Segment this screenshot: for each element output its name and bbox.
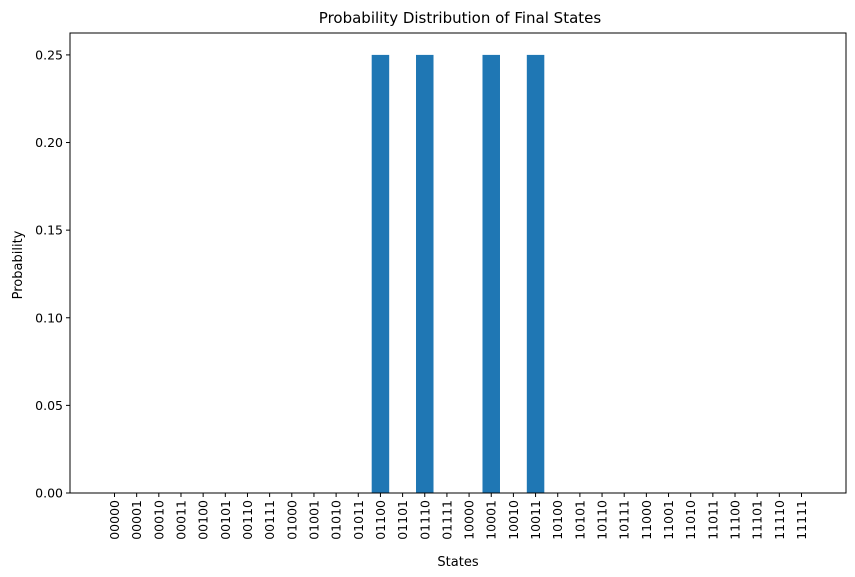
y-axis-title: Probability xyxy=(11,230,26,299)
x-tick-label-00011: 00011 xyxy=(173,500,188,540)
x-tick-label-11110: 11110 xyxy=(772,500,787,540)
x-tick-label-00101: 00101 xyxy=(218,500,233,540)
bar-10001 xyxy=(482,54,500,494)
x-tick-label-11101: 11101 xyxy=(750,500,765,540)
x-tick-label-01001: 01001 xyxy=(306,500,321,540)
x-axis-title: States xyxy=(437,555,478,570)
x-tick-label-10101: 10101 xyxy=(572,500,587,540)
x-tick-label-11011: 11011 xyxy=(705,500,720,540)
y-tick-label-0.00: 0.00 xyxy=(35,486,63,501)
y-tick-label-0.25: 0.25 xyxy=(35,47,63,62)
x-tick-label-10110: 10110 xyxy=(595,500,610,540)
y-axis: 0.00 0.05 0.10 0.15 0.20 0.25 xyxy=(35,47,70,501)
bar-10011 xyxy=(526,54,545,494)
x-tick-label-00100: 00100 xyxy=(196,500,211,540)
y-tick-label-0.15: 0.15 xyxy=(35,223,63,238)
x-tick-label-00010: 00010 xyxy=(151,500,166,540)
x-tick-label-10111: 10111 xyxy=(617,500,632,540)
x-tick-label-01101: 01101 xyxy=(395,500,410,540)
x-tick-label-01110: 01110 xyxy=(417,500,432,540)
chart-title: Probability Distribution of Final States xyxy=(319,9,602,27)
bars-group xyxy=(371,54,545,494)
x-tick-label-00110: 00110 xyxy=(240,500,255,540)
x-tick-label-11001: 11001 xyxy=(661,500,676,540)
x-tick-label-01111: 01111 xyxy=(439,500,454,540)
x-tick-label-01100: 01100 xyxy=(373,500,388,540)
x-tick-label-01011: 01011 xyxy=(351,500,366,540)
x-tick-label-00111: 00111 xyxy=(262,500,277,540)
x-tick-label-11100: 11100 xyxy=(728,500,743,540)
y-tick-label-0.05: 0.05 xyxy=(35,398,63,413)
x-tick-label-01000: 01000 xyxy=(284,500,299,540)
x-tick-label-00001: 00001 xyxy=(129,500,144,540)
x-tick-label-10000: 10000 xyxy=(462,500,477,540)
bar-01100 xyxy=(371,54,390,494)
x-tick-label-11000: 11000 xyxy=(639,500,654,540)
x-tick-label-10011: 10011 xyxy=(528,500,543,540)
y-tick-label-0.20: 0.20 xyxy=(35,135,63,150)
bar-01110 xyxy=(416,54,434,494)
x-tick-label-01010: 01010 xyxy=(329,500,344,540)
x-tick-label-11111: 11111 xyxy=(794,500,809,540)
plot-frame xyxy=(69,32,847,494)
x-tick-label-10001: 10001 xyxy=(484,500,499,540)
x-tick-label-00000: 00000 xyxy=(107,500,122,540)
x-tick-label-10100: 10100 xyxy=(550,500,565,540)
x-axis: 00000 00001 00010 00011 00100 00101 00110 00111… xyxy=(107,493,809,540)
y-tick-label-0.10: 0.10 xyxy=(35,310,63,325)
x-tick-label-11010: 11010 xyxy=(683,500,698,540)
x-tick-label-10010: 10010 xyxy=(506,500,521,540)
